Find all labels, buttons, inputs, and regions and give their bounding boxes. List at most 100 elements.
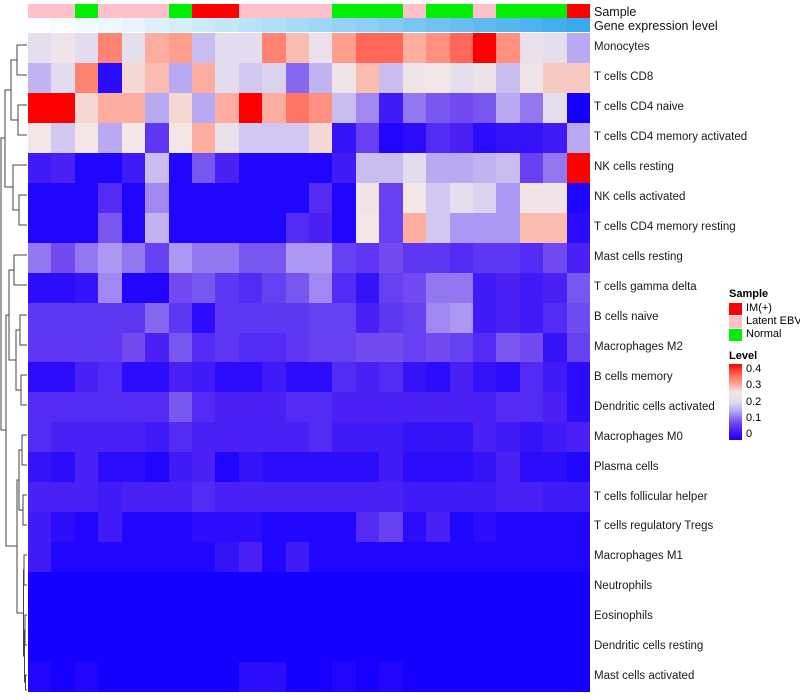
heatmap-cell — [98, 482, 122, 513]
heatmap-cell — [28, 152, 52, 183]
heatmap-cell — [309, 152, 333, 183]
heatmap-cell — [566, 242, 591, 273]
heatmap-cell — [402, 62, 427, 93]
heatmap-cell — [28, 212, 52, 243]
heatmap-cell — [145, 272, 169, 303]
heatmap-cell — [262, 542, 286, 573]
level-tick-label: 0.4 — [746, 363, 762, 376]
heatmap-row — [28, 572, 591, 603]
heatmap-cell — [566, 452, 591, 483]
heatmap-cell — [355, 62, 380, 93]
heatmap-cell — [426, 392, 450, 423]
heatmap-cell — [98, 362, 122, 393]
heatmap-cell — [98, 392, 122, 423]
heatmap-cell — [402, 122, 427, 153]
heatmap-cell — [309, 572, 333, 603]
heatmap-cell — [519, 332, 544, 363]
heatmap-cell — [543, 332, 567, 363]
sample-legend-item: IM(+) — [729, 302, 799, 315]
heatmap-cell — [238, 512, 263, 543]
heatmap-cell — [238, 332, 263, 363]
heatmap-cell — [543, 62, 567, 93]
heatmap-cell — [121, 392, 146, 423]
heatmap-row — [28, 662, 591, 692]
heatmap-cell — [309, 242, 333, 273]
heatmap-cell — [566, 272, 591, 303]
heatmap-cell — [285, 272, 310, 303]
heatmap-cell — [51, 482, 75, 513]
heatmap-cell — [191, 422, 216, 453]
heatmap-cell — [473, 482, 497, 513]
heatmap-cell — [121, 152, 146, 183]
sample-legend: Sample IM(+) Latent EBV Normal — [729, 288, 800, 341]
heatmap-cell — [332, 122, 356, 153]
heatmap-cell — [473, 332, 497, 363]
gene-expression-annotation-cell — [473, 18, 497, 32]
heatmap-cell — [121, 62, 146, 93]
heatmap-cell — [309, 452, 333, 483]
heatmap-cell — [262, 62, 286, 93]
heatmap-cell — [496, 542, 520, 573]
heatmap-cell — [449, 452, 474, 483]
heatmap-cell — [355, 152, 380, 183]
heatmap-cell — [332, 272, 356, 303]
heatmap-cell — [98, 33, 122, 63]
heatmap-cell — [51, 542, 75, 573]
heatmap-cell — [145, 482, 169, 513]
heatmap-cell — [51, 242, 75, 273]
heatmap-cell — [28, 122, 52, 153]
row-label: B cells memory — [594, 370, 673, 383]
heatmap-cell — [74, 33, 99, 63]
heatmap-cell — [215, 332, 239, 363]
heatmap-cell — [449, 182, 474, 213]
gene-expression-annotation-cell — [309, 18, 333, 32]
heatmap-cell — [426, 572, 450, 603]
heatmap-cell — [566, 422, 591, 453]
heatmap-cell — [519, 362, 544, 393]
heatmap-cell — [285, 512, 310, 543]
heatmap-cell — [262, 632, 286, 663]
heatmap-cell — [566, 602, 591, 633]
row-label: NK cells resting — [594, 161, 674, 174]
heatmap-cell — [215, 272, 239, 303]
heatmap-cell — [98, 452, 122, 483]
heatmap-cell — [168, 662, 192, 692]
heatmap-cell — [332, 152, 356, 183]
heatmap-cell — [215, 602, 239, 633]
heatmap-cell — [519, 33, 544, 63]
heatmap-cell — [402, 512, 427, 543]
heatmap-cell — [402, 212, 427, 243]
sample-track-label: Sample — [594, 5, 637, 19]
gene-expression-annotation-cell — [519, 18, 544, 32]
gene-expression-annotation-cell — [51, 18, 75, 32]
heatmap-cell — [285, 632, 310, 663]
heatmap-cell — [168, 572, 192, 603]
heatmap-cell — [121, 422, 146, 453]
gene-expression-annotation-cell — [426, 18, 450, 32]
heatmap-cell — [28, 542, 52, 573]
heatmap-cell — [566, 122, 591, 153]
heatmap-cell — [379, 182, 403, 213]
heatmap-cell — [566, 542, 591, 573]
heatmap-cell — [496, 152, 520, 183]
heatmap-cell — [28, 272, 52, 303]
heatmap-cell — [566, 212, 591, 243]
heatmap-cell — [355, 602, 380, 633]
heatmap-cell — [379, 122, 403, 153]
heatmap-cell — [332, 242, 356, 273]
heatmap-cell — [191, 482, 216, 513]
heatmap-row — [28, 182, 591, 213]
heatmap-cell — [28, 452, 52, 483]
row-label: T cells CD4 memory resting — [594, 220, 736, 233]
heatmap-cell — [168, 332, 192, 363]
heatmap-cell — [355, 632, 380, 663]
heatmap-cell — [496, 362, 520, 393]
heatmap-cell — [98, 182, 122, 213]
heatmap-cell — [215, 452, 239, 483]
heatmap-cell — [238, 452, 263, 483]
heatmap-cell — [98, 152, 122, 183]
heatmap-cell — [543, 152, 567, 183]
heatmap-cell — [168, 242, 192, 273]
heatmap-cell — [238, 632, 263, 663]
heatmap-grid — [28, 33, 591, 692]
